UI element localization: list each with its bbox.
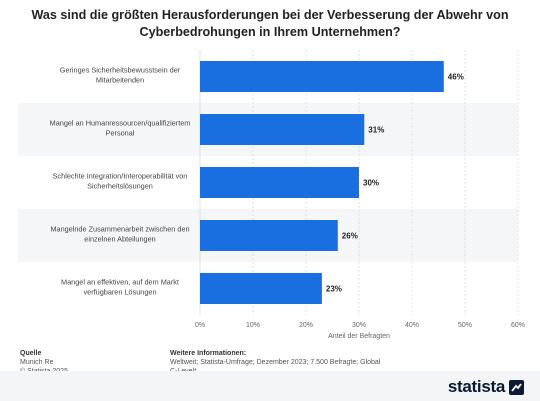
value-label: 26% bbox=[342, 232, 358, 241]
brand-bar bbox=[0, 371, 540, 401]
bar bbox=[200, 273, 322, 304]
chart-title: Was sind die größten Herausforderungen b… bbox=[31, 8, 509, 39]
source-name[interactable]: Munich Re bbox=[20, 359, 54, 366]
value-label: 23% bbox=[326, 285, 342, 294]
tick-label: 20% bbox=[299, 322, 313, 329]
statista-logo[interactable]: statista bbox=[448, 377, 524, 397]
bar bbox=[200, 61, 444, 92]
value-label: 30% bbox=[363, 179, 379, 188]
tick-label: 10% bbox=[246, 322, 260, 329]
info-heading: Weitere Informationen: bbox=[170, 350, 247, 357]
logo-text: statista bbox=[447, 377, 505, 396]
value-label: 31% bbox=[368, 126, 384, 135]
category-label: Mangel an effektiven, auf dem Markt verfü… bbox=[61, 278, 179, 297]
x-axis-label: Anteil der Befragten bbox=[328, 333, 390, 340]
value-label: 46% bbox=[448, 73, 464, 82]
bar bbox=[200, 220, 338, 251]
tick-label: 0% bbox=[195, 322, 205, 329]
tick-label: 60% bbox=[511, 322, 525, 329]
category-label: Mangelnde Zusammenarbeit zwischen den ein… bbox=[50, 225, 189, 244]
tick-label: 50% bbox=[458, 322, 472, 329]
tick-label: 30% bbox=[352, 322, 366, 329]
category-label: Mangel an Humanressourcen/qualifiziertem… bbox=[50, 119, 191, 138]
bar bbox=[200, 167, 359, 198]
tick-label: 40% bbox=[405, 322, 419, 329]
bar bbox=[200, 114, 365, 145]
statista-logo-icon bbox=[509, 379, 524, 395]
category-label: Geringes Sicherheitsbewusstsein der Mitar… bbox=[60, 66, 181, 85]
category-label: Schlechte Integration/Interoperabilität … bbox=[53, 172, 188, 191]
bar-chart: 46% Geringes Sicherheitsbewusstsein der Mi… bbox=[49, 50, 526, 340]
source-heading: Quelle bbox=[20, 350, 42, 357]
